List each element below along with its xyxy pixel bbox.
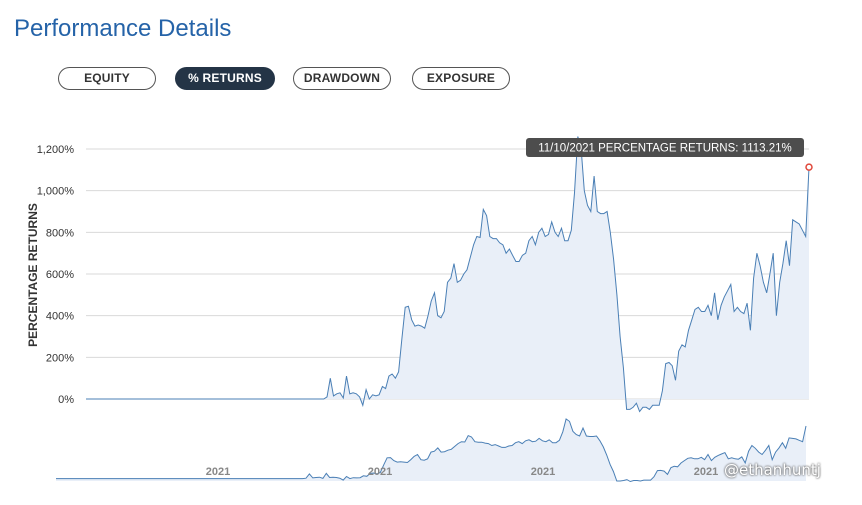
y-tick-label: 200%: [46, 352, 74, 364]
y-axis-ticks: 0% 200% 400% 600% 800% 1,000% 1,200%: [37, 144, 75, 406]
navigator-tick-label: 2021: [206, 466, 230, 478]
navigator-ticks: 2021 2021 2021 2021: [206, 466, 718, 478]
y-axis-label: PERCENTAGE RETURNS: [26, 203, 40, 347]
y-tick-label: 1,200%: [37, 144, 75, 156]
page-title: Performance Details: [14, 15, 232, 42]
tab-exposure[interactable]: EXPOSURE: [412, 67, 510, 90]
tooltip-box: [526, 138, 804, 157]
navigator-tick-label: 2021: [694, 466, 718, 478]
navigator-area: [56, 419, 806, 482]
y-tick-label: 400%: [46, 311, 74, 323]
tooltip: 11/10/2021 PERCENTAGE RETURNS: 1113.21%: [526, 138, 804, 157]
navigator[interactable]: 2021 2021 2021 2021: [56, 418, 807, 483]
tab-percent-returns[interactable]: % RETURNS: [175, 67, 275, 90]
tab-equity[interactable]: EQUITY: [58, 67, 156, 90]
y-tick-label: 1,000%: [37, 186, 75, 198]
watermark: @ethanhuntj: [724, 461, 821, 479]
y-tick-label: 800%: [46, 227, 74, 239]
tooltip-text: 11/10/2021 PERCENTAGE RETURNS: 1113.21%: [538, 143, 792, 155]
hover-point-marker: [805, 163, 813, 171]
returns-area: [86, 136, 809, 412]
returns-line: [86, 136, 810, 413]
navigator-line: [56, 418, 807, 483]
y-tick-label: 600%: [46, 269, 74, 281]
navigator-tick-label: 2021: [368, 466, 392, 478]
navigator-tick-label: 2021: [531, 466, 555, 478]
tab-drawdown[interactable]: DRAWDOWN: [293, 67, 391, 90]
y-tick-label: 0%: [58, 394, 74, 406]
